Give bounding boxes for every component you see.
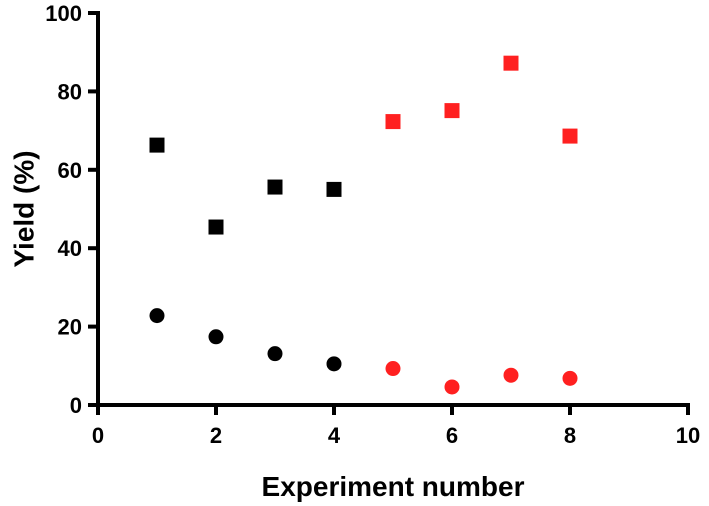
square-marker [267,179,283,195]
x-tick-label: 0 [92,423,104,448]
data-markers [149,55,578,395]
plot-area: 0 2 4 6 8 10 0 20 40 60 80 100 [45,1,700,448]
x-tick-label: 10 [676,423,700,448]
circle-marker [326,356,342,372]
square-marker [149,137,165,153]
y-tick-label: 0 [70,393,82,418]
square-marker [562,128,578,144]
square-marker [385,114,401,130]
y-tick-label: 80 [58,79,82,104]
circle-marker [208,329,224,345]
x-axis-title: Experiment number [262,471,525,502]
y-axis-title: Yield (%) [8,150,39,267]
x-axis-ticks: 0 2 4 6 8 10 [92,405,700,448]
x-tick-label: 6 [446,423,458,448]
x-tick-label: 8 [564,423,576,448]
y-axis-ticks: 0 20 40 60 80 100 [45,1,98,418]
square-marker [208,219,224,235]
circle-marker [444,379,460,395]
circle-marker [149,308,165,324]
y-tick-label: 20 [58,315,82,340]
circle-marker [503,367,519,383]
x-tick-label: 4 [328,423,341,448]
square-marker [503,55,519,71]
y-tick-label: 100 [45,1,82,26]
circle-marker [385,361,401,377]
y-tick-label: 40 [58,236,82,261]
circle-marker [267,346,283,362]
x-tick-label: 2 [210,423,222,448]
square-marker [444,103,460,119]
square-marker [326,181,342,197]
y-tick-label: 60 [58,158,82,183]
circle-marker [562,370,578,386]
